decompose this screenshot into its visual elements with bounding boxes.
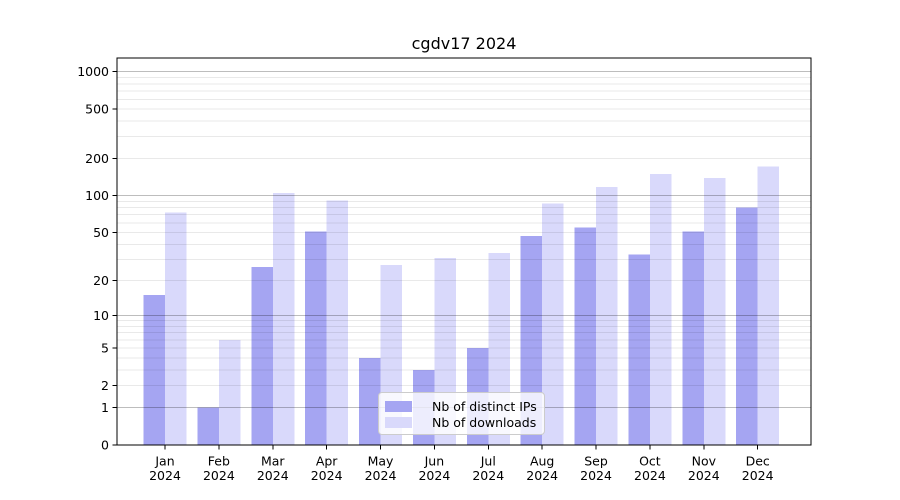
y-tick-label: 0: [101, 437, 109, 452]
x-tick-label-month: Oct: [639, 454, 661, 469]
y-tick-label: 1000: [77, 64, 109, 79]
y-tick-label: 20: [93, 273, 109, 288]
x-tick-label-year: 2024: [311, 468, 343, 483]
bar-distinct-ips-apr: [305, 231, 327, 445]
x-tick-label-month: Aug: [530, 454, 554, 469]
legend-swatch-downloads: [385, 416, 412, 428]
bar-downloads-jan: [165, 212, 187, 445]
y-tick-label: 1: [101, 400, 109, 415]
chart-legend: Nb of distinct IPs Nb of downloads: [378, 392, 545, 435]
x-tick-label-month: May: [368, 454, 394, 469]
x-tick-label-month: Nov: [692, 454, 717, 469]
y-tick-label: 100: [85, 188, 109, 203]
bar-distinct-ips-nov: [682, 231, 704, 445]
x-tick-label-year: 2024: [472, 468, 504, 483]
bar-downloads-nov: [703, 178, 726, 446]
y-tick-label: 50: [93, 225, 109, 240]
x-tick-label-month: Dec: [746, 454, 770, 469]
y-tick-label: 5: [101, 340, 109, 355]
bar-distinct-ips-oct: [628, 254, 650, 445]
legend-item-downloads: Nb of downloads: [385, 414, 536, 430]
x-tick-label-month: Apr: [316, 454, 338, 469]
legend-label-downloads: Nb of downloads: [432, 414, 537, 430]
x-tick-label-year: 2024: [742, 468, 774, 483]
x-tick-label-month: Jan: [154, 454, 174, 469]
plot-border: [116, 57, 812, 446]
x-tick-label-year: 2024: [203, 468, 235, 483]
x-tick-label-month: Jul: [480, 454, 496, 469]
x-tick-label-year: 2024: [526, 468, 558, 483]
y-tick-label: 500: [85, 101, 109, 116]
x-tick-label-year: 2024: [634, 468, 666, 483]
x-tick-label-month: Mar: [261, 454, 285, 469]
bar-distinct-ips-may: [359, 358, 381, 445]
legend-swatch-distinct-ips: [385, 400, 412, 412]
chart-title: cgdv17 2024: [411, 34, 517, 53]
x-tick-label-month: Sep: [584, 454, 608, 469]
bar-distinct-ips-dec: [736, 207, 758, 445]
bar-distinct-ips-jan: [143, 295, 165, 445]
legend-label-distinct-ips: Nb of distinct IPs: [432, 398, 537, 414]
bar-downloads-apr: [326, 200, 349, 445]
y-tick-label: 10: [93, 308, 109, 323]
x-tick-label-year: 2024: [149, 468, 181, 483]
bar-downloads-feb: [218, 339, 241, 445]
bar-distinct-ips-mar: [251, 266, 273, 445]
bar-distinct-ips-feb: [197, 407, 219, 445]
x-tick-label-month: Jun: [424, 454, 445, 469]
y-tick-label: 2: [101, 378, 109, 393]
x-tick-label-year: 2024: [418, 468, 450, 483]
x-tick-label-year: 2024: [580, 468, 612, 483]
x-tick-label-year: 2024: [257, 468, 289, 483]
x-tick-label-year: 2024: [688, 468, 720, 483]
bar-downloads-mar: [272, 193, 295, 445]
bar-distinct-ips-sep: [574, 227, 597, 445]
x-tick-label-year: 2024: [365, 468, 397, 483]
bar-downloads-dec: [757, 166, 780, 445]
bar-downloads-oct: [649, 173, 672, 445]
bar-downloads-sep: [596, 186, 618, 445]
y-tick-label: 200: [85, 151, 109, 166]
bar-downloads-aug: [542, 203, 564, 445]
x-tick-label-month: Feb: [208, 454, 230, 469]
legend-item-distinct-ips: Nb of distinct IPs: [385, 398, 537, 414]
